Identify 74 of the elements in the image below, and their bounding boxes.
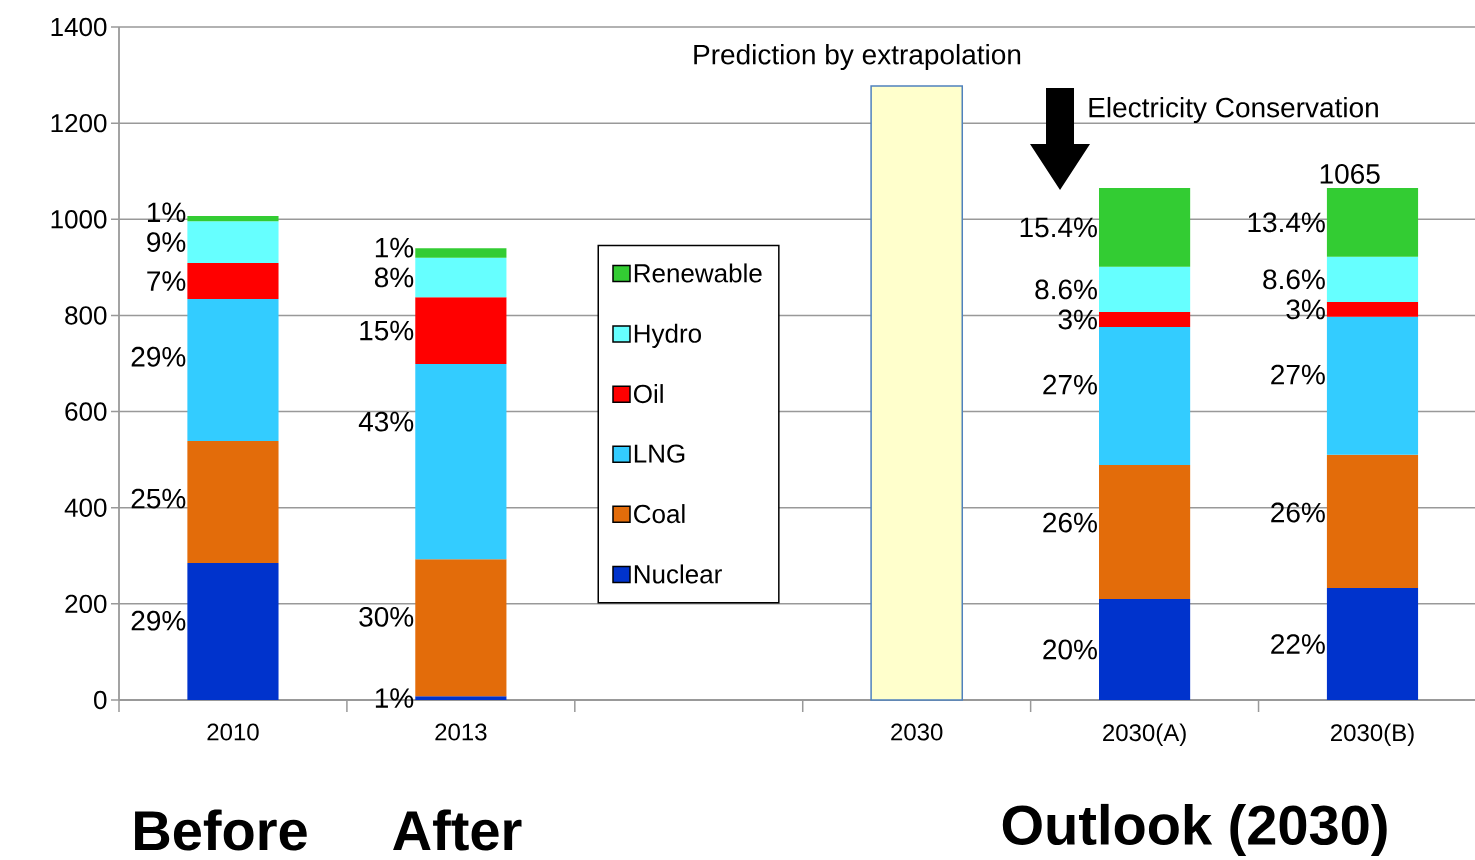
bar [187,263,279,300]
text: Outlook (2030) [1002,803,1387,857]
bar [415,297,507,364]
annotation: 20% [1043,639,1097,660]
y-tick-label: 1200 [51,113,107,133]
annotation: 25% [131,488,186,509]
x-tick-label: 2010 [207,723,259,741]
annotation: 8.6% [1263,269,1325,290]
annotation: 27% [1043,374,1097,395]
x-tick-label: 2030(B) [1331,723,1414,746]
bar [1099,464,1191,600]
bar [1099,266,1191,313]
annotation: Electricity Conservation [1089,96,1378,124]
text: After [393,809,522,851]
annotation: 1% [375,688,414,708]
bar [1099,599,1191,700]
bar [1326,454,1419,588]
annotation: 43% [358,411,414,432]
annotation: 26% [1271,502,1325,523]
annotation: 27% [1271,364,1325,385]
annotation: 8.6% [1035,279,1097,300]
bar [187,215,279,222]
bar [415,696,507,700]
annotation: 26% [1043,512,1097,533]
legend-label: Renewable [634,263,762,283]
bar [1326,188,1419,257]
annotation: 15% [360,320,414,341]
y-tick-label: 800 [65,306,107,325]
annotation: 29% [131,610,186,631]
bar [415,248,507,258]
y-tick-label: 0 [94,690,107,710]
x-tick-label: 2030(A) [1103,723,1186,746]
bar [1099,188,1191,267]
annotation: Prediction by extrapolation [694,43,1021,71]
legend-label: Nuclear [634,564,722,584]
bar [187,440,279,563]
annotation: 8% [374,267,414,288]
bar [415,363,507,560]
bar [1099,326,1191,465]
annotation: 7% [147,271,186,291]
annotation: 9% [147,232,186,253]
y-tick-label: 600 [65,402,107,421]
bar [870,85,964,701]
y-tick-label: 200 [65,594,107,614]
legend-label: LNG [634,444,685,463]
y-tick-label: 1400 [51,17,107,37]
bar [187,221,279,264]
bar [1326,316,1419,455]
total-label: 1065 [1320,164,1380,184]
y-tick-label: 400 [64,498,107,517]
bar [1326,587,1419,700]
bar [1326,256,1419,302]
annotation: 1% [147,202,186,223]
annotation: 29% [131,346,186,367]
annotation: 15.4% [1020,217,1097,238]
bar [1326,301,1419,317]
bar [187,299,279,441]
annotation: 30% [359,606,414,627]
bar [415,559,507,697]
y-tick-label: 1000 [51,210,107,229]
x-tick-label: 2030 [891,723,943,741]
x-tick-label: 2013 [435,723,487,741]
bar [1099,312,1191,327]
legend-label: Hydro [634,323,701,348]
annotation: 3% [1058,309,1097,330]
text: Before [135,809,307,851]
annotation: 1% [375,237,414,258]
annotation: 3% [1286,299,1325,320]
legend-label: Oil [633,384,663,404]
annotation: 22% [1271,634,1325,654]
annotation: 13.4% [1248,212,1325,233]
legend-label: Coal [634,504,685,524]
bar [187,563,279,700]
bar [415,257,507,298]
